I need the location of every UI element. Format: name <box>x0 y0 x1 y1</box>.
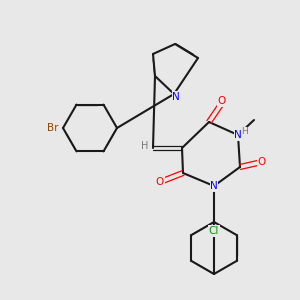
Text: O: O <box>258 157 266 167</box>
Text: Br: Br <box>47 123 59 133</box>
Text: O: O <box>218 96 226 106</box>
Text: O: O <box>156 177 164 187</box>
Text: N: N <box>234 130 242 140</box>
Text: N: N <box>172 92 180 102</box>
Text: N: N <box>210 181 218 191</box>
Text: H: H <box>242 128 248 136</box>
Text: Cl: Cl <box>209 226 219 236</box>
Text: H: H <box>141 141 149 151</box>
